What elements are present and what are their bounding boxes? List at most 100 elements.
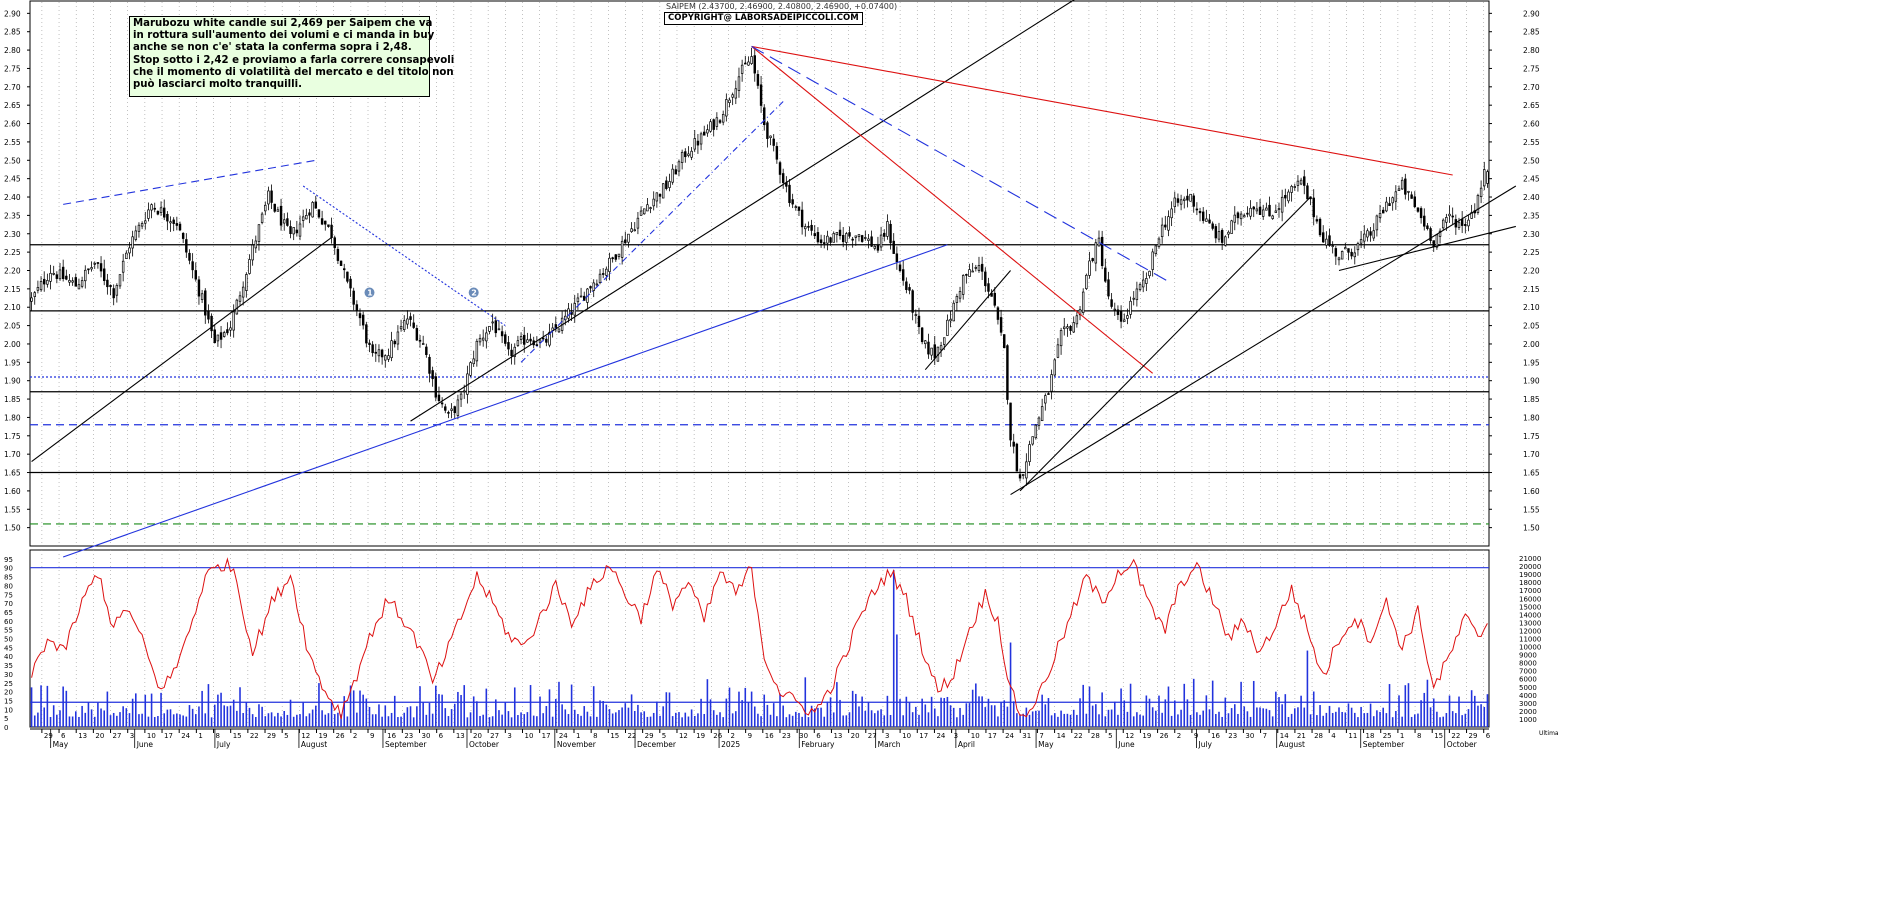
volume-bar bbox=[412, 717, 415, 727]
volume-bar bbox=[681, 717, 683, 727]
volume-bar bbox=[182, 715, 184, 727]
candle-body bbox=[125, 252, 128, 259]
volume-bar bbox=[1082, 684, 1084, 727]
date-day-label: 6 bbox=[1486, 732, 1491, 740]
candle-body bbox=[77, 284, 81, 290]
oscillator-tick-label: 75 bbox=[4, 591, 13, 599]
volume-bar bbox=[539, 696, 541, 727]
volume-bar bbox=[378, 704, 380, 727]
volume-bar bbox=[425, 714, 428, 727]
candle-body bbox=[320, 218, 324, 225]
date-day-label: 28 bbox=[1314, 732, 1323, 740]
candle-body bbox=[772, 138, 775, 146]
volume-tick-label: 21000 bbox=[1519, 555, 1541, 563]
candle-body bbox=[339, 260, 343, 266]
volume-bar bbox=[687, 716, 690, 727]
candle-body bbox=[576, 297, 580, 303]
candle-body bbox=[276, 209, 280, 212]
date-day-label: 30 bbox=[1245, 732, 1254, 740]
date-day-label: 1 bbox=[576, 732, 580, 740]
volume-bar bbox=[1246, 711, 1249, 727]
volume-bar bbox=[495, 699, 497, 727]
volume-tick-label: 12000 bbox=[1519, 627, 1541, 635]
candle-body bbox=[1154, 245, 1158, 255]
candle-body bbox=[153, 207, 156, 210]
date-day-label: 17 bbox=[164, 732, 173, 740]
candle-body bbox=[46, 280, 49, 285]
volume-tick-label: 10000 bbox=[1519, 644, 1541, 652]
candle-body bbox=[677, 161, 681, 172]
candle-body bbox=[456, 399, 460, 416]
candle-body bbox=[1344, 247, 1347, 250]
volume-bar bbox=[1151, 707, 1154, 727]
volume-bar bbox=[536, 716, 538, 727]
date-day-label: 12 bbox=[679, 732, 688, 740]
volume-bar bbox=[615, 712, 617, 727]
date-day-label: 18 bbox=[1366, 732, 1375, 740]
volume-bar bbox=[990, 705, 993, 727]
candle-body bbox=[475, 340, 479, 362]
price-tick-label-left: 2.55 bbox=[4, 138, 21, 147]
volume-bar bbox=[261, 706, 263, 727]
candle-body bbox=[996, 307, 1000, 320]
volume-bar bbox=[1464, 713, 1467, 727]
volume-bar bbox=[236, 710, 238, 727]
candle-body bbox=[1246, 212, 1249, 215]
volume-bar bbox=[270, 712, 273, 727]
candle-body bbox=[816, 232, 820, 243]
candle-body bbox=[412, 322, 415, 328]
candle-body bbox=[876, 245, 880, 251]
volume-bar bbox=[640, 712, 642, 727]
candle-body bbox=[213, 329, 216, 344]
volume-bar bbox=[419, 686, 421, 727]
candle-body bbox=[453, 406, 456, 414]
candle-body bbox=[1192, 195, 1195, 207]
candle-body bbox=[1350, 251, 1353, 257]
price-tick-label-right: 2.05 bbox=[1523, 322, 1540, 331]
price-tick-label-left: 1.55 bbox=[4, 505, 21, 514]
volume-bar bbox=[198, 706, 200, 727]
candle-body bbox=[358, 313, 362, 319]
trendline bbox=[302, 185, 506, 327]
volume-bar bbox=[1120, 688, 1122, 727]
candle-body bbox=[257, 224, 261, 242]
volume-bar bbox=[1410, 716, 1413, 727]
date-month-label: April bbox=[958, 740, 975, 749]
oscillator-tick-label: 95 bbox=[4, 556, 13, 564]
volume-bar bbox=[1076, 714, 1078, 727]
candle-body bbox=[194, 270, 198, 280]
volume-bar bbox=[1284, 694, 1287, 727]
candle-body bbox=[305, 215, 308, 220]
volume-bar bbox=[760, 716, 762, 727]
candle-body bbox=[273, 203, 276, 212]
price-tick-label-left: 2.70 bbox=[4, 83, 21, 92]
price-tick-label-left: 2.85 bbox=[4, 28, 21, 37]
candle-body bbox=[270, 190, 273, 203]
volume-bar bbox=[97, 702, 99, 727]
candle-body bbox=[396, 331, 400, 345]
note-line: Stop sotto i 2,42 e proviamo a farla cor… bbox=[133, 54, 455, 66]
candle-body bbox=[680, 151, 684, 163]
volume-bar bbox=[507, 711, 510, 727]
volume-bar bbox=[52, 705, 55, 727]
candle-body bbox=[311, 202, 314, 218]
volume-bar bbox=[504, 702, 507, 727]
volume-bar bbox=[1398, 695, 1400, 727]
volume-bar bbox=[551, 716, 554, 727]
candle-body bbox=[425, 346, 428, 355]
volume-bar bbox=[915, 706, 917, 727]
candle-body bbox=[1173, 197, 1176, 207]
oscillator-tick-label: 70 bbox=[4, 600, 13, 608]
date-month-label: October bbox=[469, 740, 500, 749]
volume-bar bbox=[1287, 716, 1290, 727]
volume-bar bbox=[1215, 713, 1217, 727]
volume-bar bbox=[965, 703, 968, 727]
volume-bar bbox=[861, 696, 863, 727]
oscillator-tick-label: 55 bbox=[4, 627, 13, 635]
volume-bar bbox=[1436, 711, 1438, 727]
oscillator-tick-label: 30 bbox=[4, 671, 13, 679]
date-month-label: July bbox=[1197, 740, 1212, 749]
price-tick-label-left: 2.30 bbox=[4, 230, 21, 239]
volume-bar bbox=[1461, 715, 1463, 727]
candle-body bbox=[791, 199, 794, 205]
